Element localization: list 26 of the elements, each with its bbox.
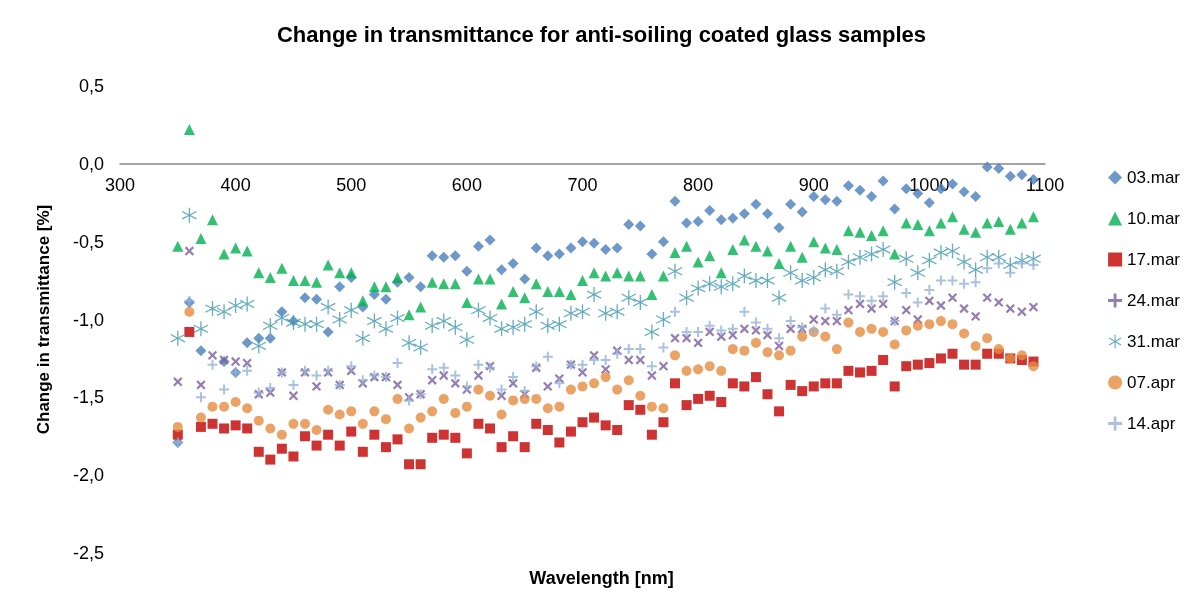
- y-tick-label: 0,5: [78, 76, 104, 96]
- legend-label: 31.mar: [1127, 332, 1181, 351]
- x-tick-label: 800: [683, 174, 714, 195]
- y-axis-title: Change in transmittance [%]: [34, 204, 53, 435]
- x-tick-label: 900: [798, 174, 829, 195]
- y-tick-label: 0,0: [78, 153, 104, 174]
- x-axis-title: Wavelength [nm]: [529, 568, 674, 588]
- chart-title: Change in transmittance for anti-soiling coated glass samples: [276, 21, 927, 47]
- legend-label: 03.mar: [1127, 168, 1181, 187]
- x-tick-label: 400: [220, 174, 251, 195]
- x-tick-label: 1100: [1025, 174, 1065, 195]
- x-tick-label: 300: [104, 174, 136, 195]
- x-tick-label: 600: [451, 174, 482, 195]
- y-tick-label: -2,0: [72, 465, 104, 486]
- y-tick-label: -1,0: [72, 309, 104, 330]
- legend-label: 17.mar: [1127, 250, 1181, 269]
- legend-label: 14.apr: [1127, 414, 1176, 433]
- legend-label: 10.mar: [1127, 209, 1181, 228]
- x-tick-label: 1000: [909, 174, 950, 195]
- y-tick-label: -1,5: [72, 387, 104, 408]
- x-tick-label: 500: [336, 174, 367, 195]
- x-tick-label: 700: [567, 174, 598, 195]
- y-tick-label: -2,5: [72, 543, 104, 563]
- y-tick-label: -0,5: [72, 231, 104, 252]
- legend-label: 24.mar: [1127, 291, 1181, 310]
- legend-label: 07.apr: [1127, 373, 1176, 392]
